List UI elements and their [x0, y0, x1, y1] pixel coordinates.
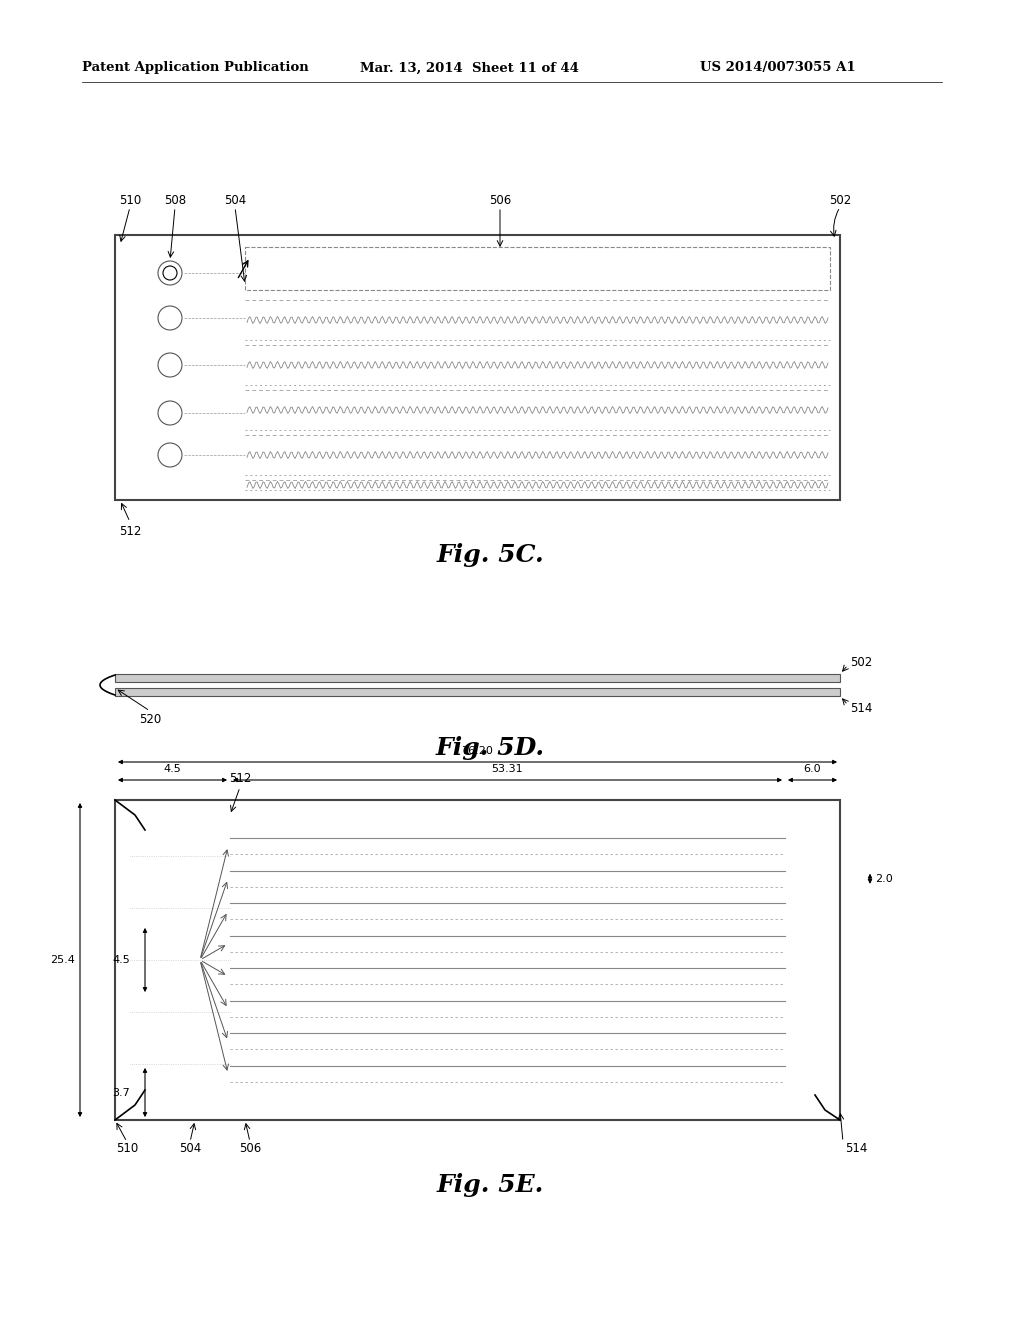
Text: 25.4: 25.4: [50, 954, 75, 965]
Bar: [115, 800, 840, 1119]
Text: Mar. 13, 2014  Sheet 11 of 44: Mar. 13, 2014 Sheet 11 of 44: [360, 62, 579, 74]
Text: 2.0: 2.0: [874, 874, 893, 884]
Text: 514: 514: [845, 1142, 867, 1155]
Text: 502: 502: [850, 656, 872, 668]
Text: Fig. 5D.: Fig. 5D.: [435, 737, 545, 760]
Text: 508: 508: [164, 194, 186, 207]
Text: 6.0: 6.0: [804, 764, 821, 774]
Text: 512: 512: [119, 525, 141, 539]
Text: 510: 510: [116, 1142, 138, 1155]
Text: 514: 514: [850, 701, 872, 714]
Bar: [245, 247, 830, 290]
Text: 502: 502: [828, 194, 851, 207]
Text: 76.20: 76.20: [462, 746, 494, 756]
Text: Fig. 5E.: Fig. 5E.: [436, 1173, 544, 1197]
Text: 520: 520: [139, 713, 161, 726]
Text: 510: 510: [119, 194, 141, 207]
Text: US 2014/0073055 A1: US 2014/0073055 A1: [700, 62, 856, 74]
Bar: [115, 675, 840, 682]
Text: 506: 506: [239, 1142, 261, 1155]
Text: 4.5: 4.5: [113, 954, 130, 965]
Text: Patent Application Publication: Patent Application Publication: [82, 62, 309, 74]
Text: 504: 504: [224, 194, 246, 207]
Text: 4.5: 4.5: [164, 764, 181, 774]
Text: 512: 512: [228, 772, 251, 785]
Text: 506: 506: [488, 194, 511, 207]
Text: Fig. 5C.: Fig. 5C.: [436, 543, 544, 568]
Bar: [115, 235, 840, 500]
Text: 53.31: 53.31: [492, 764, 523, 774]
Bar: [115, 688, 840, 696]
Text: 504: 504: [179, 1142, 201, 1155]
Text: 3.7: 3.7: [113, 1088, 130, 1097]
